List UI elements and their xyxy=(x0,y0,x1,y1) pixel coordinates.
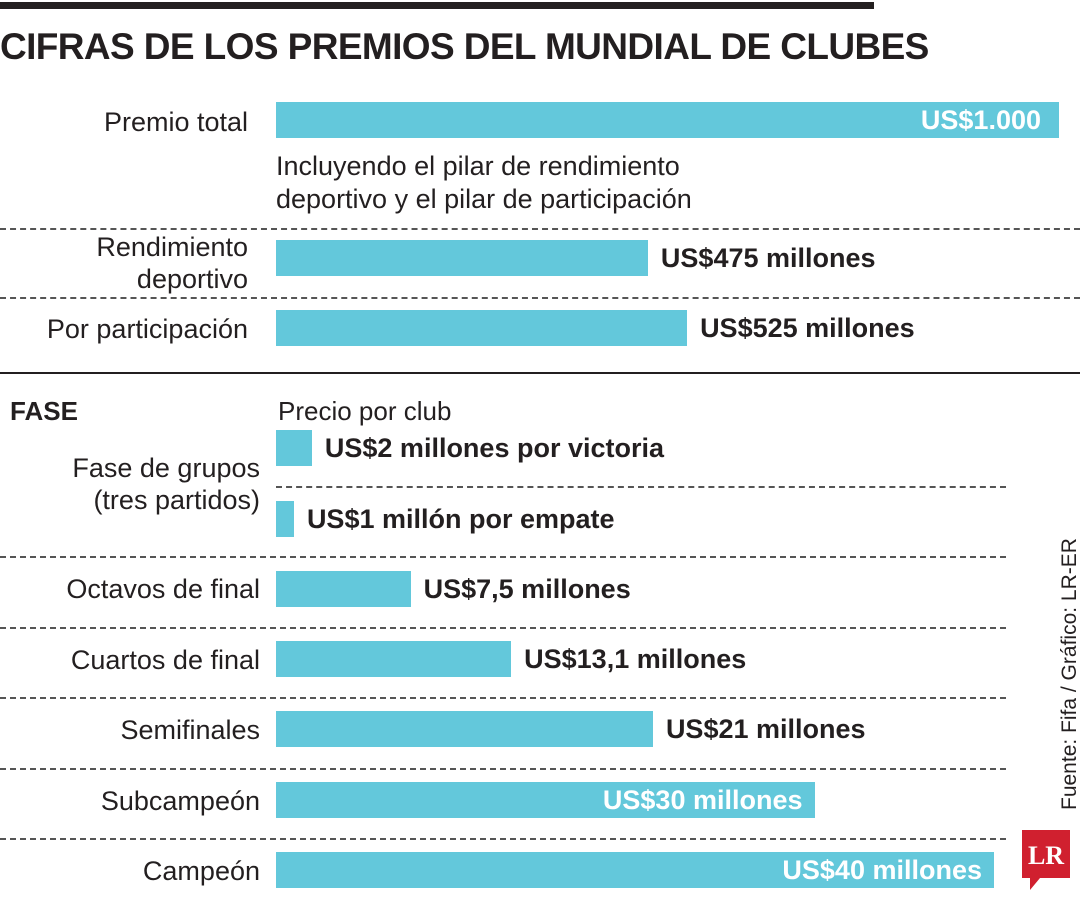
logo-text: LR xyxy=(1028,841,1064,870)
bar-empate xyxy=(276,501,294,537)
divider-6 xyxy=(0,697,1006,699)
bar-subcampeon xyxy=(276,782,815,818)
label-rendimiento: Rendimiento deportivo xyxy=(78,231,248,295)
label-cuartos: Cuartos de final xyxy=(70,645,260,675)
section-subtitle: Precio por club xyxy=(278,396,452,426)
value-participacion: US$525 millones xyxy=(700,313,915,343)
value-campeon: US$40 millones xyxy=(782,855,982,885)
top-rule xyxy=(0,2,874,9)
divider-4 xyxy=(0,556,1006,558)
label-campeon: Campeón xyxy=(142,856,260,886)
bar-octavos xyxy=(276,571,411,607)
annotation-note: Incluyendo el pilar de rendimiento depor… xyxy=(276,151,692,214)
bar-rendimiento xyxy=(276,240,648,276)
value-octavos: US$7,5 millones xyxy=(423,574,631,604)
bar-campeon xyxy=(276,852,994,888)
value-victoria: US$2 millones por victoria xyxy=(324,433,664,463)
label-participacion: Por participación xyxy=(46,314,248,344)
divider-1 xyxy=(0,228,1080,230)
divider-8 xyxy=(0,838,1006,840)
label-fase-grupos: Fase de grupos (tres partidos) xyxy=(60,452,260,516)
bar-participacion xyxy=(276,310,688,346)
bar-cuartos xyxy=(276,641,512,677)
label-rendimiento-text: Rendimiento deportivo xyxy=(96,232,248,294)
label-fase-grupos-text: Fase de grupos (tres partidos) xyxy=(72,453,260,515)
section-divider xyxy=(0,372,1080,374)
label-subcampeon: Subcampeón xyxy=(100,786,260,816)
value-semifinales: US$21 millones xyxy=(665,714,866,744)
divider-2 xyxy=(0,297,1080,299)
bar-victoria xyxy=(276,430,312,466)
value-empate: US$1 millón por empate xyxy=(306,504,615,534)
divider-3 xyxy=(276,486,1006,488)
divider-5 xyxy=(0,627,1006,629)
label-premio-total: Premio total xyxy=(103,107,248,137)
chart-title: CIFRAS DE LOS PREMIOS DEL MUNDIAL DE CLU… xyxy=(0,26,929,67)
value-subcampeon: US$30 millones xyxy=(602,785,803,815)
value-cuartos: US$13,1 millones xyxy=(524,644,747,674)
bar-semifinales xyxy=(276,711,653,747)
divider-7 xyxy=(0,768,1006,770)
label-semifinales: Semifinales xyxy=(120,715,260,745)
source-credit: Fuente: Fifa / Gráfico: LR-ER xyxy=(1058,538,1080,810)
label-octavos: Octavos de final xyxy=(66,574,260,604)
bar-premio-total xyxy=(276,102,1059,138)
section-title: FASE xyxy=(10,396,78,426)
value-rendimiento: US$475 millones xyxy=(660,243,876,273)
lr-logo-icon: LR xyxy=(1022,830,1070,890)
value-premio-total: US$1.000 xyxy=(920,105,1041,135)
